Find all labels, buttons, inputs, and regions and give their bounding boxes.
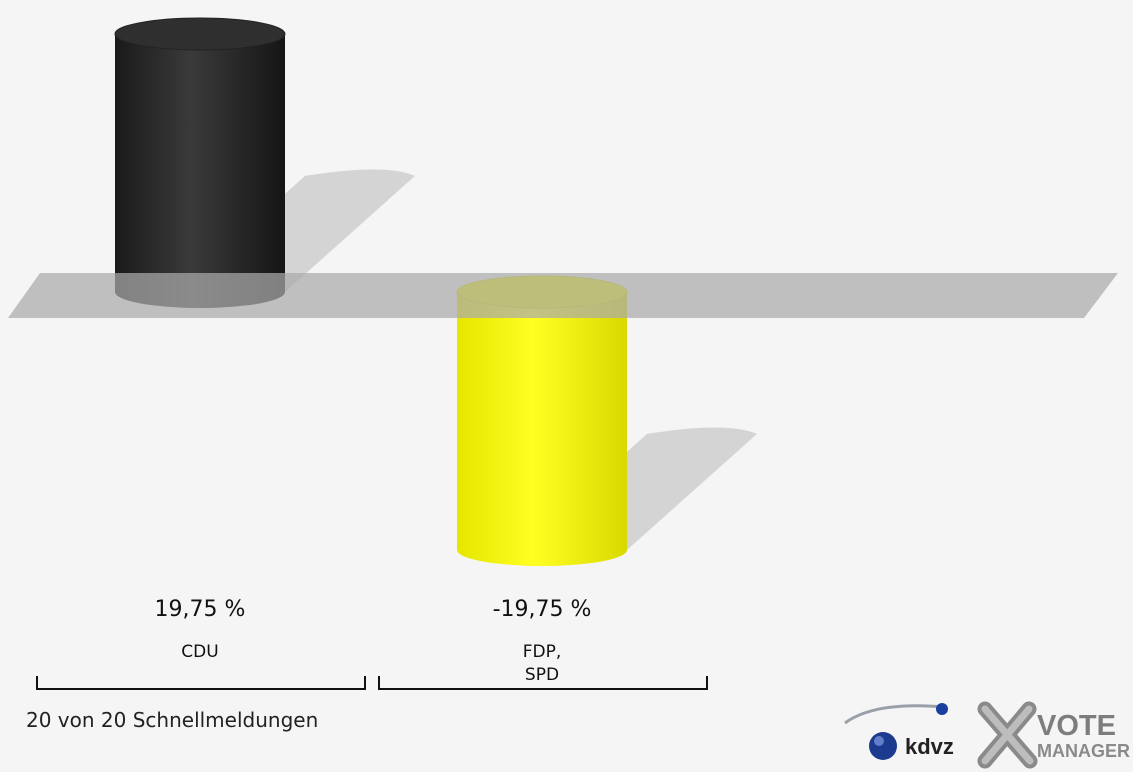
ballot-x-icon: [977, 701, 1038, 769]
value-label-0: 19,75 %: [154, 597, 246, 622]
baseline-plane-layer: [8, 273, 1118, 318]
category-label-1: FDP, SPD: [422, 641, 662, 687]
logo-brand-text: kdvz: [905, 734, 954, 759]
bar-top-cap-0: [114, 17, 286, 51]
bar-0: [115, 34, 285, 308]
report-count-footnote: 20 von 20 Schnellmeldungen: [26, 708, 319, 732]
logo-small-dot: [936, 703, 948, 715]
kdvz-vote-manager-logo: kdvz VOTE MANAGER: [844, 701, 1130, 769]
category-label-line: FDP,: [522, 642, 562, 662]
logo-product-line1: VOTE: [1037, 710, 1116, 742]
category-label-line: SPD: [524, 665, 560, 685]
logo-swoosh: [844, 704, 946, 725]
category-bracket-0: [36, 676, 366, 690]
bar-1: [457, 292, 627, 566]
category-bracket-1: [378, 676, 708, 690]
category-label-0: CDU: [80, 641, 320, 664]
bar-layer: [114, 17, 628, 566]
value-label-1: -19,75 %: [492, 597, 592, 622]
logo-globe: [869, 732, 897, 760]
category-label-line: CDU: [181, 642, 219, 662]
baseline-plane: [8, 273, 1118, 318]
logo-product-line2: MANAGER: [1037, 741, 1130, 761]
